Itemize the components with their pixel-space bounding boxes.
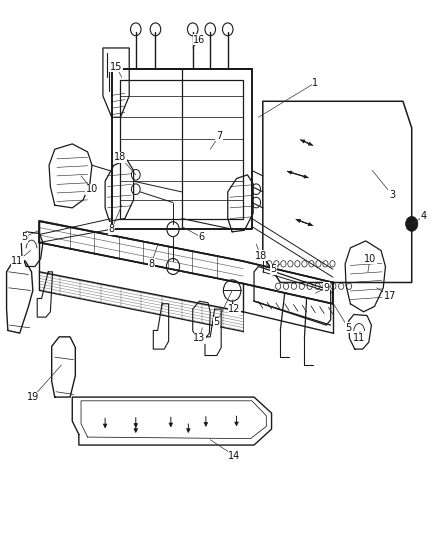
Text: 11: 11 bbox=[11, 256, 24, 266]
Text: 5: 5 bbox=[271, 264, 277, 274]
Text: 16: 16 bbox=[193, 35, 205, 45]
Text: 5: 5 bbox=[214, 318, 220, 327]
Text: 18: 18 bbox=[114, 152, 127, 162]
Text: 19: 19 bbox=[27, 392, 39, 402]
Text: 14: 14 bbox=[228, 451, 240, 461]
Text: 17: 17 bbox=[384, 291, 396, 301]
Text: 5: 5 bbox=[21, 232, 27, 242]
Text: 6: 6 bbox=[198, 232, 205, 242]
Text: 7: 7 bbox=[216, 131, 222, 141]
Text: 5: 5 bbox=[345, 323, 351, 333]
Text: 4: 4 bbox=[421, 211, 427, 221]
Text: 10: 10 bbox=[86, 184, 98, 194]
Text: 11: 11 bbox=[353, 334, 365, 343]
Text: 12: 12 bbox=[228, 304, 240, 314]
Text: 1: 1 bbox=[312, 78, 318, 87]
Text: 8: 8 bbox=[109, 224, 115, 234]
Circle shape bbox=[406, 216, 418, 231]
Text: 9: 9 bbox=[323, 283, 329, 293]
Text: 13: 13 bbox=[193, 334, 205, 343]
Text: 15: 15 bbox=[110, 62, 122, 71]
Text: 8: 8 bbox=[148, 259, 154, 269]
Text: 18: 18 bbox=[254, 251, 267, 261]
Text: 3: 3 bbox=[389, 190, 395, 199]
Text: 10: 10 bbox=[364, 254, 376, 263]
